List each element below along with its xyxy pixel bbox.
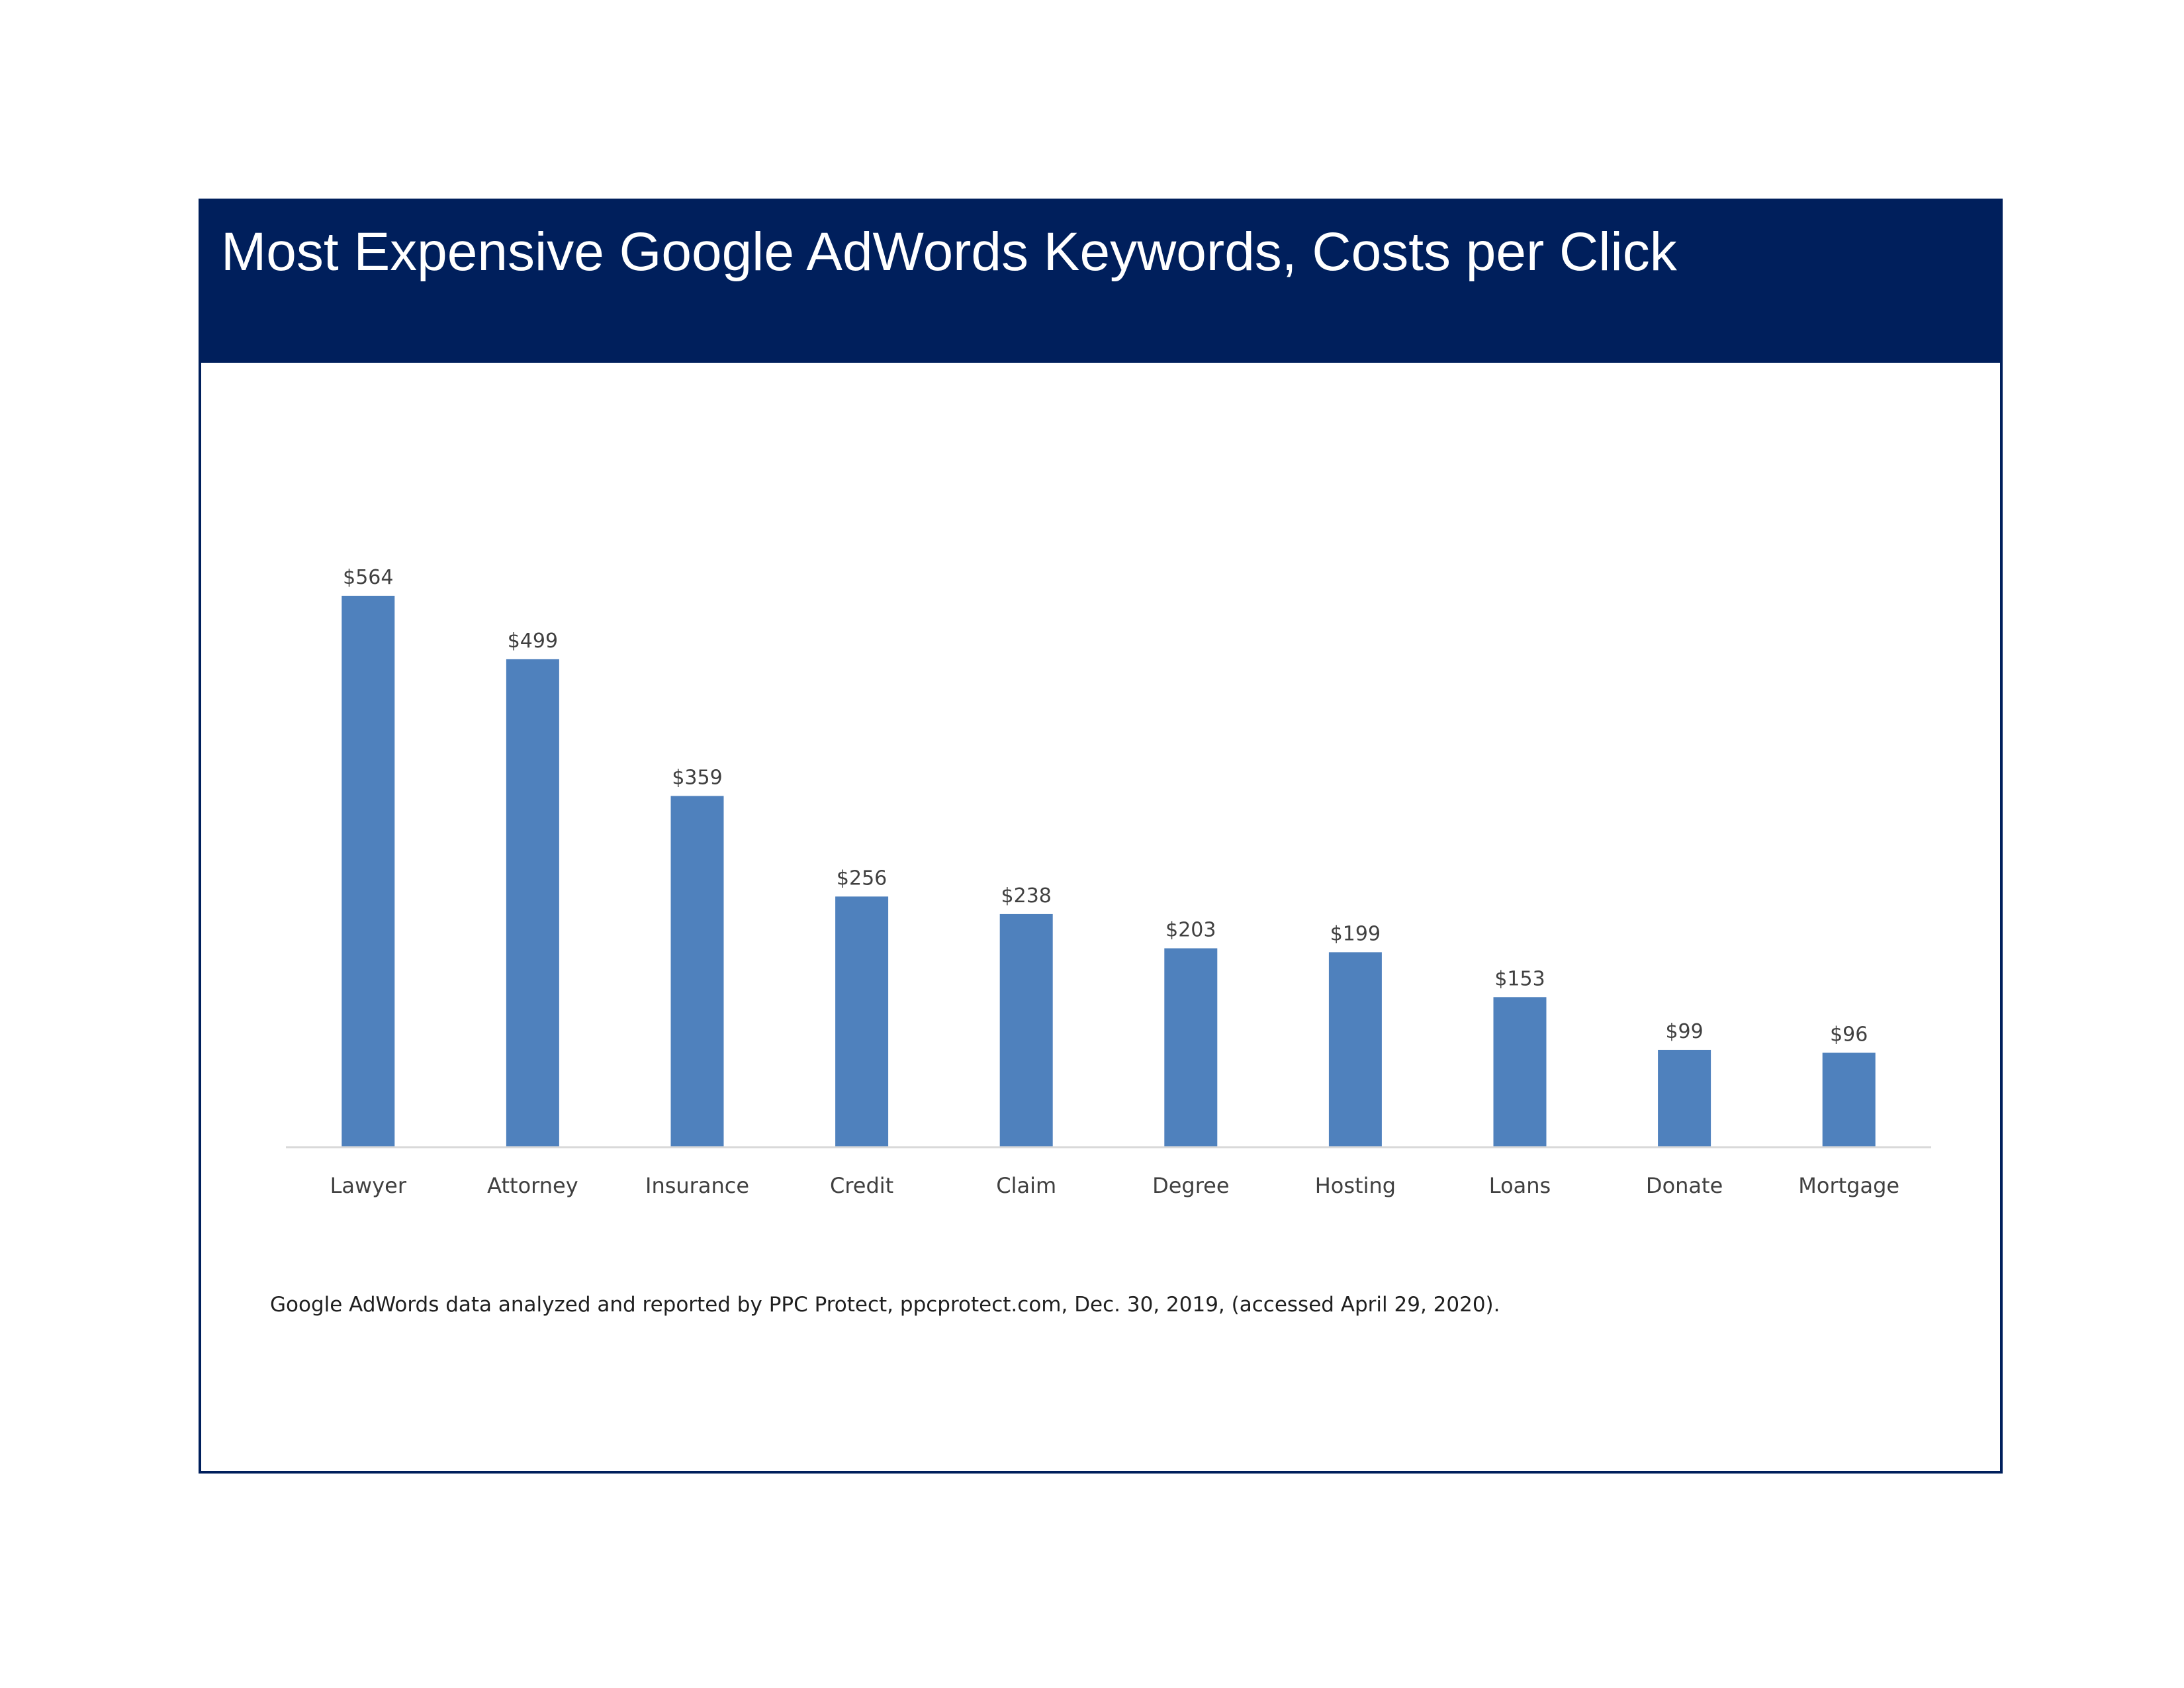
bar-lawyer (341, 596, 395, 1147)
bar-degree (1164, 948, 1218, 1147)
chart-title: Most Expensive Google AdWords Keywords, … (221, 222, 1677, 282)
bars-layer (341, 596, 1876, 1147)
source-note: Google AdWords data analyzed and reporte… (270, 1293, 1500, 1317)
bar-credit (835, 896, 889, 1147)
category-label-credit: Credit (830, 1173, 893, 1198)
category-label-attorney: Attorney (487, 1173, 578, 1198)
bar-loans (1493, 997, 1547, 1147)
value-label-degree: $203 (1165, 919, 1216, 942)
value-label-lawyer: $564 (343, 566, 393, 589)
value-label-claim: $238 (1001, 884, 1052, 908)
value-label-insurance: $359 (672, 766, 722, 789)
bar-claim (999, 914, 1053, 1147)
value-label-hosting: $199 (1330, 922, 1381, 945)
category-labels-layer: Lawyer Attorney Insurance Credit Claim Degree… (330, 1173, 1900, 1198)
value-labels-layer: $564 $499 $359 $256 $238 $203 $199 $153 $99 $96 (343, 566, 1868, 1046)
category-label-lawyer: Lawyer (330, 1173, 407, 1198)
bar-attorney (506, 659, 559, 1147)
bar-hosting (1328, 952, 1382, 1147)
chart-frame: Most Expensive Google AdWords Keywords, … (199, 199, 2003, 1474)
category-label-degree: Degree (1152, 1173, 1229, 1198)
bar-insurance (670, 796, 724, 1147)
title-band: Most Expensive Google AdWords Keywords, … (201, 201, 2000, 363)
category-label-loans: Loans (1489, 1173, 1551, 1198)
category-label-donate: Donate (1646, 1173, 1723, 1198)
category-label-claim: Claim (996, 1173, 1056, 1198)
value-label-attorney: $499 (508, 630, 558, 653)
bar-mortgage (1822, 1053, 1876, 1147)
value-label-credit: $256 (837, 867, 887, 890)
category-label-insurance: Insurance (645, 1173, 749, 1198)
category-label-hosting: Hosting (1315, 1173, 1396, 1198)
value-label-mortgage: $96 (1830, 1023, 1868, 1046)
bar-donate (1658, 1049, 1711, 1147)
category-label-mortgage: Mortgage (1798, 1173, 1899, 1198)
value-label-donate: $99 (1665, 1020, 1703, 1043)
value-label-loans: $153 (1494, 967, 1545, 990)
